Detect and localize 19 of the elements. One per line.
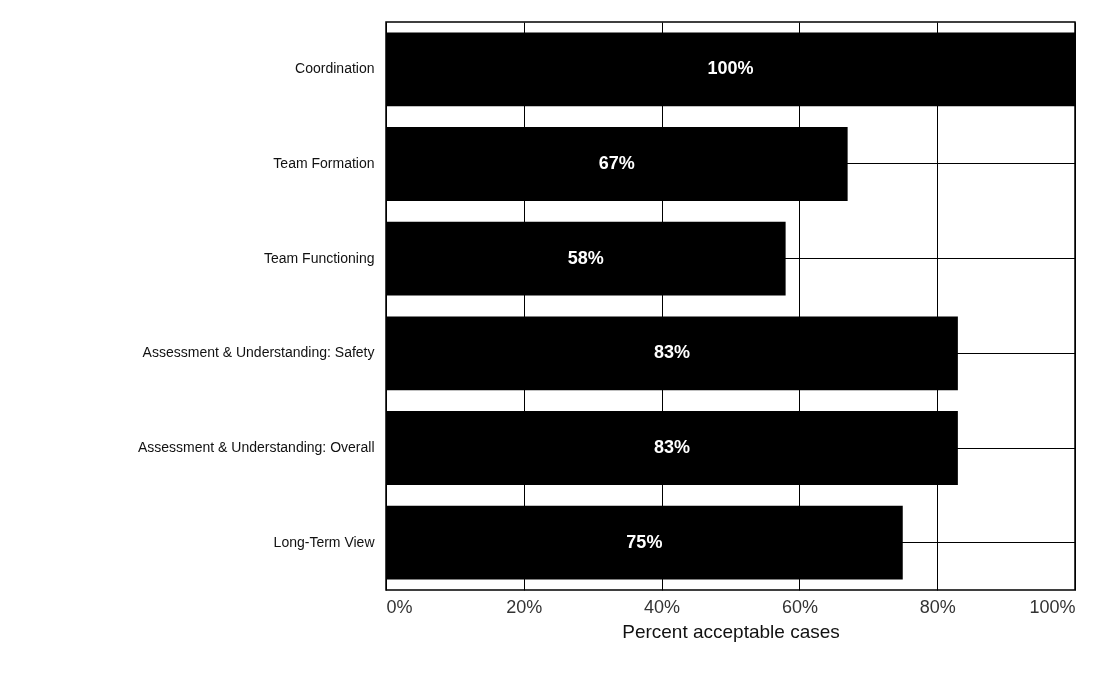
y-tick-label: Assessment & Understanding: Safety [142,344,375,361]
y-tick-label: Long-Term View [273,533,376,550]
data-label: 58% [567,247,604,268]
x-tick-label: 80% [919,596,956,617]
data-label: 83% [653,342,690,363]
y-tick-label: Team Formation [273,155,375,171]
data-label: 67% [598,153,635,173]
data-label: 83% [653,437,690,457]
y-tick-label: Coordination [295,60,375,77]
y-tick-label: Team Functioning [263,249,375,266]
x-tick-label: 0% [386,596,413,617]
data-label: 100% [707,58,754,79]
y-tick-label: Assessment & Understanding: Overall [137,439,375,455]
data-label: 75% [626,531,663,552]
x-tick-label: 40% [644,596,681,617]
x-axis-title: Percent acceptable cases [622,620,840,642]
x-tick-label: 20% [506,596,543,617]
x-tick-label: 100% [1029,596,1076,617]
x-tick-label: 60% [781,596,818,617]
